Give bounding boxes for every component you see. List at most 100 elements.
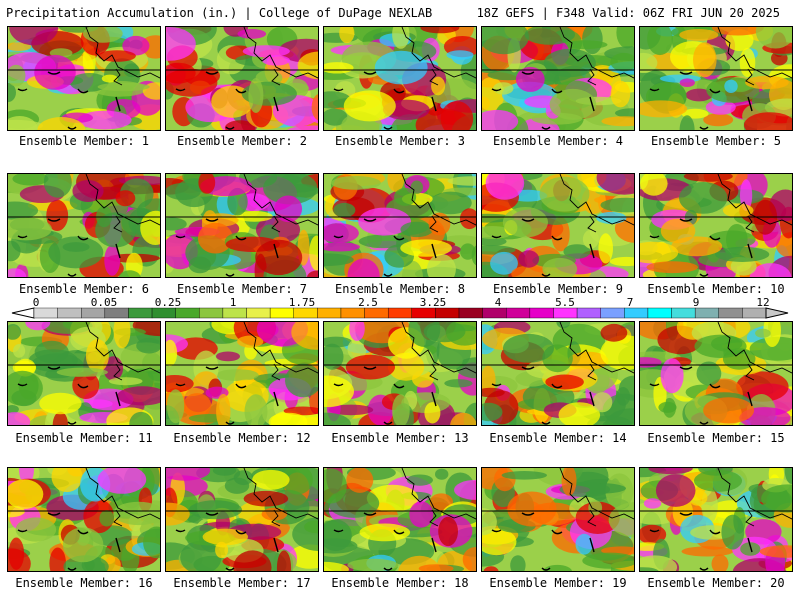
lake-outlines	[649, 218, 753, 277]
ensemble-member-caption: Ensemble Member: 10	[647, 282, 785, 296]
precipitation-field	[640, 174, 792, 277]
run-valid-time: 18Z GEFS | F348 Valid: 06Z FRI JUN 20 20…	[476, 6, 780, 20]
ensemble-map-panel	[165, 467, 319, 572]
precipitation-field	[482, 322, 634, 425]
precipitation-field	[166, 27, 318, 130]
ensemble-map-panel	[165, 321, 319, 426]
colorbar-swatch	[694, 307, 719, 319]
ensemble-member-caption: Ensemble Member: 4	[492, 134, 624, 148]
coastline	[559, 468, 634, 527]
lake-outlines	[649, 366, 753, 425]
ensemble-map-panel	[323, 321, 477, 426]
ensemble-map-panel	[323, 173, 477, 278]
ensemble-map-panel	[323, 26, 477, 131]
precipitation-colorbar: 0 0.05 0.25 1 1.75 2.5 3.25 4 5.5 7 9 12	[11, 296, 789, 319]
colorbar-swatch	[269, 307, 294, 319]
precipitation-field	[8, 174, 160, 277]
coastline	[559, 322, 634, 381]
precipitation-field	[8, 322, 160, 425]
ensemble-member-caption: Ensemble Member: 13	[331, 431, 469, 445]
coastline	[401, 322, 476, 381]
coastline	[85, 174, 160, 233]
ensemble-map-panel	[481, 467, 635, 572]
lake-outlines	[491, 366, 595, 425]
colorbar-tick-label: 5.5	[555, 296, 575, 309]
colorbar-tick-label: 1.75	[289, 296, 316, 309]
colorbar-swatch	[128, 307, 153, 319]
colorbar-swatch	[742, 307, 767, 319]
colorbar-tick-label: 1	[230, 296, 237, 309]
lake-outlines	[333, 512, 437, 571]
colorbar-swatch	[104, 307, 129, 319]
ensemble-map-panel	[639, 321, 793, 426]
colorbar-tick-label: 7	[627, 296, 634, 309]
ensemble-member-caption: Ensemble Member: 8	[334, 282, 466, 296]
ensemble-member-caption: Ensemble Member: 9	[492, 282, 624, 296]
coastline	[559, 174, 634, 233]
coastline	[717, 322, 792, 381]
colorbar-swatch	[222, 307, 247, 319]
colorbar-swatch	[624, 307, 649, 319]
ensemble-member-caption: Ensemble Member: 11	[15, 431, 153, 445]
colorbar-swatch	[199, 307, 224, 319]
ensemble-map-panel	[7, 173, 161, 278]
colorbar-swatch	[57, 307, 82, 319]
colorbar-swatch	[293, 307, 318, 319]
coastline	[401, 27, 476, 86]
ensemble-member-caption: Ensemble Member: 6	[18, 282, 150, 296]
ensemble-map-panel	[639, 26, 793, 131]
ensemble-member-caption: Ensemble Member: 18	[331, 576, 469, 590]
ensemble-map-panel	[639, 173, 793, 278]
colorbar-tick-label: 0	[33, 296, 40, 309]
ensemble-member-caption: Ensemble Member: 17	[173, 576, 311, 590]
precipitation-field	[324, 468, 476, 571]
ensemble-member-caption: Ensemble Member: 5	[650, 134, 782, 148]
lake-outlines	[491, 71, 595, 130]
lake-outlines	[649, 512, 753, 571]
colorbar-swatch	[411, 307, 436, 319]
ensemble-map-panel	[7, 467, 161, 572]
ensemble-member-caption: Ensemble Member: 14	[489, 431, 627, 445]
colorbar-swatch	[576, 307, 601, 319]
coastline	[85, 322, 160, 381]
colorbar-swatch	[364, 307, 389, 319]
coastline	[717, 468, 792, 527]
lake-outlines	[333, 366, 437, 425]
ensemble-map-panel	[165, 173, 319, 278]
ensemble-member-caption: Ensemble Member: 1	[18, 134, 150, 148]
colorbar-swatch	[387, 307, 413, 319]
precipitation-field	[324, 174, 476, 277]
ensemble-map-panel	[7, 321, 161, 426]
ensemble-map-panel	[481, 173, 635, 278]
colorbar-swatch	[33, 307, 58, 319]
colorbar-swatch	[340, 307, 365, 319]
ensemble-member-caption: Ensemble Member: 7	[176, 282, 308, 296]
colorbar-swatch	[246, 307, 271, 319]
ensemble-map-panel	[7, 26, 161, 131]
ensemble-map-panel	[481, 26, 635, 131]
colorbar-swatch	[647, 307, 672, 319]
coastline	[717, 174, 792, 233]
ensemble-member-caption: Ensemble Member: 20	[647, 576, 785, 590]
coastline	[243, 322, 318, 381]
ensemble-map-panel	[165, 26, 319, 131]
ensemble-member-caption: Ensemble Member: 16	[15, 576, 153, 590]
colorbar-swatch	[458, 307, 483, 319]
precipitation-field	[482, 174, 634, 277]
coastline	[559, 27, 634, 86]
ensemble-member-caption: Ensemble Member: 15	[647, 431, 785, 445]
precipitation-field	[482, 468, 634, 571]
colorbar-tick-label: 0.05	[91, 296, 118, 309]
colorbar-max-arrow	[765, 307, 789, 319]
lake-outlines	[17, 366, 121, 425]
colorbar-swatch	[317, 307, 342, 319]
lake-outlines	[333, 218, 437, 277]
precipitation-field	[8, 468, 160, 571]
ensemble-map-panel	[481, 321, 635, 426]
lake-outlines	[17, 218, 121, 277]
lake-outlines	[491, 512, 595, 571]
ensemble-member-caption: Ensemble Member: 12	[173, 431, 311, 445]
colorbar-swatch	[482, 307, 507, 319]
precipitation-field	[640, 322, 792, 425]
lake-outlines	[491, 218, 595, 277]
